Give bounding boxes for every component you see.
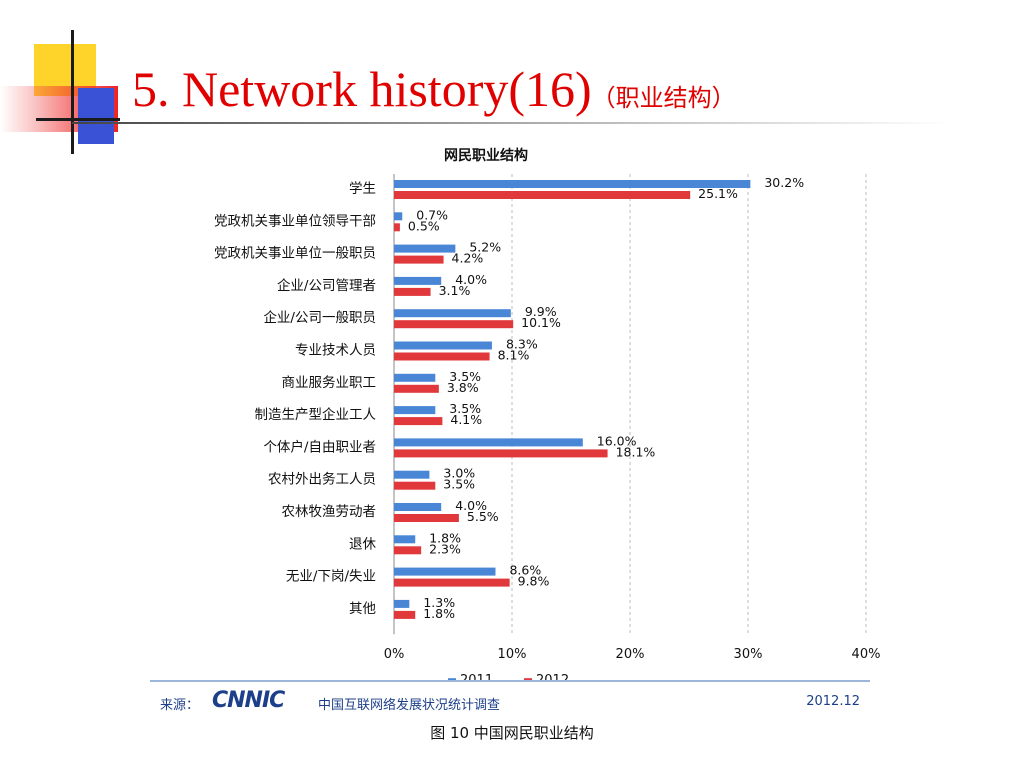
value-label-2011: 0.7% [416,207,448,222]
value-label-2011: 16.0% [597,433,637,448]
bar-2012 [394,514,459,522]
category-label: 个体户/自由职业者 [263,438,376,455]
category-label: 农村外出务工人员 [268,472,376,488]
bar-2012 [394,191,691,199]
bar-2011 [394,406,436,415]
value-label-2012: 18.1% [616,444,656,459]
value-label-2011: 3.5% [449,401,481,416]
source-text: 中国互联网络发展状况统计调查 [318,698,501,713]
value-label-2012: 3.5% [443,477,475,492]
x-tick-label: 0% [384,647,405,662]
bar-2012 [394,481,436,490]
bar-2012 [394,255,444,264]
bar-2012 [394,578,510,587]
category-label: 企业/公司管理者 [277,277,376,294]
value-label-2012: 4.2% [452,251,484,266]
value-label-2012: 3.8% [447,380,479,395]
category-label: 其他 [349,601,376,617]
bar-2012 [394,287,431,296]
bar-2011 [394,535,416,544]
legend-swatch-2011 [448,678,456,680]
bar-2012 [394,384,439,393]
page-title: 5. Network history(16)（职业结构） [132,54,736,124]
legend-label-2011: 2011 [460,673,493,680]
value-label-2012: 3.1% [439,283,471,298]
value-label-2011: 1.3% [423,595,455,610]
value-label-2011: 8.6% [509,563,541,578]
value-label-2011: 4.0% [455,272,487,287]
category-label: 无业/下岗/失业 [286,569,376,585]
bar-2012 [394,546,422,555]
legend-swatch-2012 [524,678,532,680]
value-label-2012: 25.1% [698,186,738,201]
value-label-2011: 30.2% [764,175,804,190]
bar-2012 [394,417,443,426]
page-title-subtitle: （职业结构） [591,84,736,112]
value-label-2012: 4.1% [450,412,482,427]
category-label: 退休 [349,536,376,552]
value-label-2012: 9.8% [518,574,550,589]
x-tick-label: 30% [734,647,763,662]
cnnic-logo: CNNIC [212,688,285,713]
category-label: 党政机关事业单位一般职员 [214,246,376,262]
value-label-2012: 5.5% [467,509,499,524]
bar-2011 [394,341,492,350]
value-label-2011: 9.9% [525,304,557,319]
decor-horizontal-line [36,118,120,121]
source-label: 来源： [160,698,200,713]
value-label-2012: 10.1% [521,315,561,330]
value-label-2011: 5.2% [469,240,501,255]
bar-2011 [394,567,496,576]
category-label: 企业/公司一般职员 [263,309,376,326]
bar-2011 [394,470,430,479]
bar-2011 [394,373,436,382]
bar-2011 [394,244,456,253]
occupation-chart: 网民职业结构 0% 10% 20% 30% 40% 学生 30.2% 25.1% 党政机关事业单位… [116,140,896,680]
figure-caption: 图 10 中国网民职业结构 [430,724,594,742]
value-label-2012: 8.1% [498,348,530,363]
category-label: 农林牧渔劳动者 [282,504,377,520]
source-bar: 来源： CNNIC 中国互联网络发展状况统计调查 2012.12 [150,680,870,714]
bar-2011 [394,599,410,608]
x-tick-label: 20% [616,647,645,662]
category-label: 商业服务业职工 [282,375,377,391]
page-title-main: 5. Network history(16) [132,61,592,117]
category-label: 学生 [349,181,376,197]
value-label-2012: 2.3% [429,541,461,556]
category-label: 制造生产型企业工人 [255,406,377,423]
x-tick-label: 10% [498,647,527,662]
bar-2012 [394,449,608,458]
category-label: 党政机关事业单位领导干部 [214,213,376,229]
title-underline [72,122,952,124]
bar-2012 [394,610,416,619]
value-label-2011: 3.5% [449,369,481,384]
chart-title: 网民职业结构 [444,147,528,164]
bar-2012 [394,223,400,232]
decor-vertical-line [71,30,74,154]
bar-2011 [394,503,442,511]
chart-svg: 网民职业结构 0% 10% 20% 30% 40% 学生 30.2% 25.1% 党政机关事业单位… [214,147,881,680]
value-label-2012: 0.5% [408,218,440,233]
bar-2011 [394,180,751,188]
source-date: 2012.12 [806,694,860,709]
x-tick-label: 40% [852,647,881,662]
bar-2012 [394,352,490,361]
bar-2011 [394,276,442,285]
value-label-2011: 4.0% [455,498,487,513]
category-label: 专业技术人员 [295,343,376,359]
bar-2011 [394,212,403,221]
value-label-2011: 1.8% [429,530,461,545]
legend-label-2012: 2012 [536,673,569,680]
bar-2012 [394,320,514,329]
bar-2011 [394,438,583,447]
value-label-2011: 8.3% [506,337,538,352]
decor-blue-square [78,88,114,144]
value-label-2011: 3.0% [443,466,475,481]
bar-2011 [394,309,511,318]
value-label-2012: 1.8% [423,606,455,621]
